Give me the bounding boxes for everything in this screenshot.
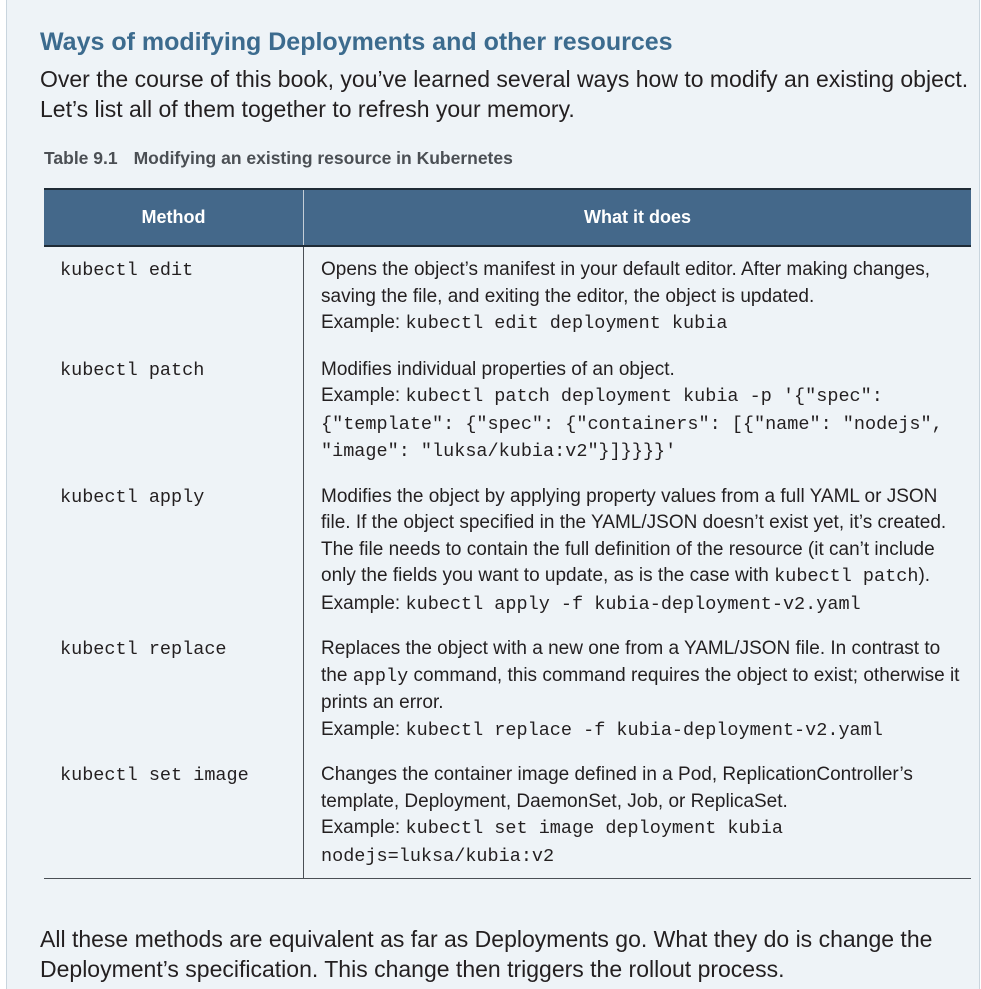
sidebar-box: Ways of modifying Deployments and other … xyxy=(6,0,980,989)
methods-table: Method What it does kubectl edit Opens t… xyxy=(44,188,971,879)
method-description: Modifies individual properties of an obj… xyxy=(321,358,943,463)
method-name: kubectl set image xyxy=(60,765,249,786)
table-row: kubectl replace Replaces the object with… xyxy=(44,636,971,762)
table-row: kubectl apply Modifies the object by app… xyxy=(44,483,971,636)
inline-code: kubectl replace -f kubia-deployment-v2.y… xyxy=(405,719,883,741)
header-method: Method xyxy=(44,189,304,247)
table-header-row: Method What it does xyxy=(44,189,971,247)
method-name: kubectl apply xyxy=(60,486,205,508)
inline-code: kubectl edit deployment kubia xyxy=(405,313,728,334)
sidebar-heading: Ways of modifying Deployments and other … xyxy=(40,28,673,56)
method-description: Opens the object’s manifest in your defa… xyxy=(321,259,931,334)
table-row: kubectl edit Opens the object’s manifest… xyxy=(44,246,971,357)
header-what-it-does: What it does xyxy=(303,189,971,247)
table-caption-number: Table 9.1 xyxy=(44,148,118,168)
method-name: kubectl patch xyxy=(60,359,205,381)
inline-code: kubectl patch deployment kubia -p '{"spe… xyxy=(321,386,943,462)
inline-code: kubectl patch xyxy=(774,566,919,587)
method-name: kubectl edit xyxy=(60,260,194,281)
method-description: Replaces the object with a new one from … xyxy=(321,638,960,741)
inline-code: apply xyxy=(352,665,409,687)
method-description: Changes the container image defined in a… xyxy=(321,764,913,867)
inline-code: kubectl apply -f kubia-deployment-v2.yam… xyxy=(405,593,861,615)
intro-paragraph: Over the course of this book, you’ve lea… xyxy=(40,66,969,122)
table-row: kubectl patch Modifies individual proper… xyxy=(44,356,971,484)
table-row: kubectl set image Changes the container … xyxy=(44,762,971,879)
inline-code: kubectl set image deployment kubia nodej… xyxy=(321,818,783,867)
closing-paragraph: All these methods are equivalent as far … xyxy=(40,926,933,982)
method-description: Modifies the object by applying property… xyxy=(321,485,947,615)
table-caption: Table 9.1 Modifying an existing resource … xyxy=(44,148,513,169)
table-caption-title: Modifying an existing resource in Kubern… xyxy=(133,148,513,168)
method-name: kubectl replace xyxy=(60,639,227,660)
